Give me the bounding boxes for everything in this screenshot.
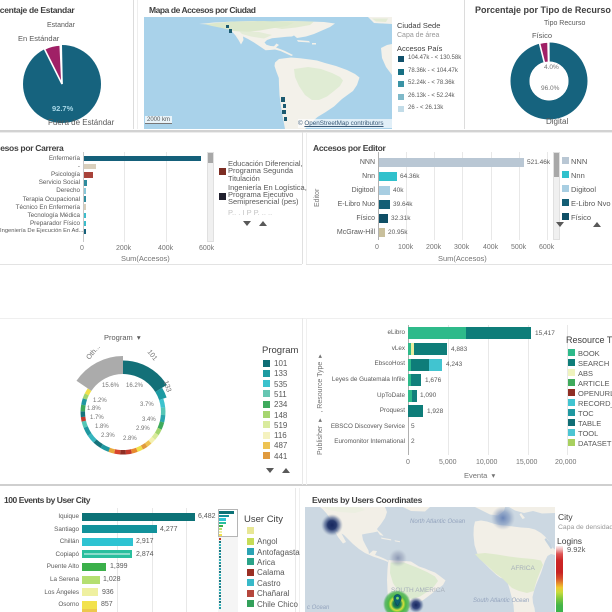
svg-text:AFRICA: AFRICA	[511, 565, 536, 572]
svg-text:c Ocean: c Ocean	[307, 605, 330, 611]
svg-text:South Atlantic Ocean: South Atlantic Ocean	[473, 598, 530, 604]
svg-text:SOUTH AMERICA: SOUTH AMERICA	[391, 587, 445, 594]
svg-text:North Atlantic Ocean: North Atlantic Ocean	[410, 519, 466, 525]
